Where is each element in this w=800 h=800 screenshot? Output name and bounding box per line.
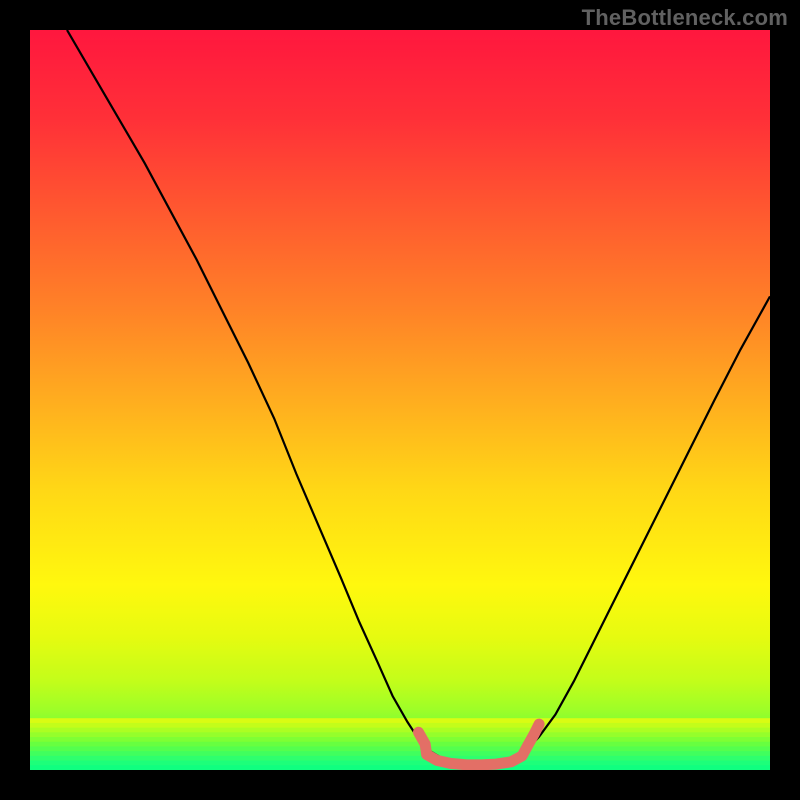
watermark-text: TheBottleneck.com: [582, 5, 788, 31]
bottleneck-chart: [0, 0, 800, 800]
green-stripes: [30, 718, 770, 770]
chart-frame: { "watermark": { "text": "TheBottleneck.…: [0, 0, 800, 800]
gradient-background: [30, 30, 770, 770]
